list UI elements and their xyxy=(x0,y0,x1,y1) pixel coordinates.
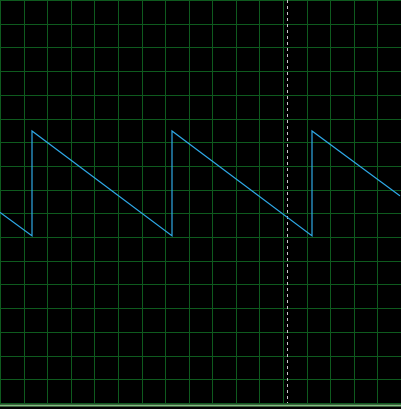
waveform-trace xyxy=(0,129,401,237)
